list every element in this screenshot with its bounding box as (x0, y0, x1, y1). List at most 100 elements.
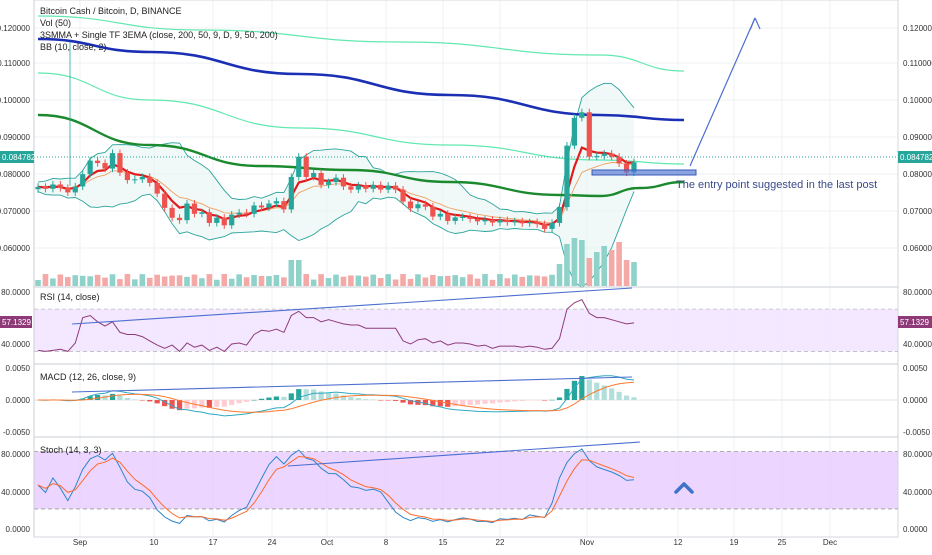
candle-body (385, 185, 391, 190)
volume-bar (370, 274, 377, 286)
time-label-nov: Nov (580, 538, 594, 547)
macd-histogram-bar (258, 398, 265, 400)
volume-bar (65, 277, 71, 286)
candle-body (221, 217, 227, 226)
volume-bar (355, 275, 362, 286)
macd-histogram-bar (355, 398, 361, 400)
macd-histogram-bar (571, 380, 577, 400)
macd-histogram-bar (169, 400, 175, 409)
volume-bar (623, 260, 630, 286)
volume-bar (251, 275, 257, 286)
macd-histogram-bar (504, 400, 510, 402)
target-arrow-head (749, 17, 761, 31)
macd-histogram-bar (527, 400, 533, 401)
stoch-left-tick-80: 80.0000 (1, 450, 30, 459)
stoch-right-tick-0: 0.0000 (903, 525, 928, 534)
macd-histogram-bar (586, 379, 592, 400)
macd-histogram-bar (631, 397, 637, 400)
symbol-title: Bitcoin Cash / Bitcoin, D, BINANCE (40, 6, 182, 16)
volume-bar (608, 250, 615, 286)
volume-bar (169, 275, 175, 286)
volume-bar (124, 274, 131, 286)
candle-body (594, 155, 600, 157)
volume-bar (87, 276, 93, 286)
chart-marks (35, 15, 685, 524)
macd-right-tick-neg: -0.0050 (903, 428, 931, 437)
rsi-ticks: 80.0000 40.0000 80.0000 40.0000 57.1329 … (0, 288, 932, 349)
rsi-left-badge (0, 316, 32, 328)
volume-bar (601, 246, 607, 286)
stoch-k-line (37, 448, 635, 524)
right-tick-0080: 0.080000 (903, 170, 932, 179)
macd-histogram-bar (311, 389, 317, 400)
macd-histogram-bar (87, 396, 93, 400)
stoch-left-tick-40: 40.0000 (1, 488, 30, 497)
volume-bar (400, 274, 406, 286)
candle-body (72, 186, 78, 193)
volume-bar (430, 274, 436, 286)
volume-bar (593, 252, 600, 286)
macd-histogram-bar (147, 400, 153, 402)
macd-histogram-bar (519, 400, 525, 401)
macd-left-tick-zero: 0.0000 (6, 396, 31, 405)
rsi-right-badge (898, 316, 932, 328)
macd-histogram-bar (214, 400, 220, 407)
left-tick-0120: 0.120000 (0, 24, 31, 33)
right-price-badge (898, 151, 932, 163)
volume-bar (42, 274, 49, 286)
volume-bar (452, 275, 458, 286)
macd-histogram-bar (109, 393, 116, 400)
candle-body (258, 205, 265, 208)
macd-histogram-bar (467, 400, 473, 405)
volume-bar (437, 276, 444, 286)
macd-histogram-bar (154, 400, 160, 404)
volume-bar (333, 274, 339, 286)
stoch-right-tick-80: 80.0000 (903, 450, 932, 459)
volume-bar (318, 274, 324, 286)
macd-histogram-bar (132, 399, 138, 400)
annotations-layer: The entry point suggested in the last po… (34, 17, 898, 494)
macd-histogram-bar (601, 385, 607, 400)
candle-body (452, 217, 458, 221)
macd-histogram-bar (407, 400, 414, 405)
candle-body (109, 153, 116, 169)
macd-right-tick-zero: 0.0000 (903, 396, 928, 405)
candle-body (147, 176, 153, 183)
volume-bar (146, 277, 153, 286)
volume-bar (363, 276, 369, 286)
candle-body (542, 224, 548, 229)
volume-bar (109, 274, 116, 286)
candle-body (556, 207, 563, 223)
macd-histogram-bar (318, 391, 324, 400)
left-tick-0090: 0.090000 (0, 133, 31, 142)
entry-point-annotation: The entry point suggested in the last po… (676, 179, 877, 191)
macd-histogram-bar (184, 400, 190, 409)
volume-bar (199, 278, 205, 286)
stoch-left-tick-0: 0.0000 (6, 525, 31, 534)
macd-histogram-bar (579, 376, 585, 400)
entry-point-box (591, 169, 697, 176)
candle-body (393, 185, 399, 190)
macd-ticks: 0.0050 0.0000 -0.0050 0.0050 0.0000 -0.0… (3, 364, 931, 437)
candle-body (527, 222, 533, 224)
macd-histogram-bar (199, 400, 205, 408)
macd-histogram-bar (221, 400, 227, 407)
macd-right-tick-pos: 0.0050 (903, 364, 928, 373)
rsi-line (37, 298, 635, 353)
candle-body (407, 201, 414, 209)
volume-bar (139, 274, 146, 286)
volume-bar (266, 276, 272, 286)
volume-bar (571, 238, 578, 286)
vol-legend: Vol (50) (40, 18, 71, 28)
left-tick-0080: 0.080000 (0, 170, 31, 179)
time-label-17: 17 (209, 538, 218, 547)
rsi-left-badge-text: 57.1329 (2, 318, 31, 327)
volume-bar (206, 274, 213, 286)
candle-body (616, 156, 622, 164)
volume-bar (631, 262, 637, 286)
candle-body (296, 156, 302, 177)
volume-bar (348, 275, 354, 286)
ema200-light-top (37, 15, 685, 72)
volume-bar (57, 274, 64, 286)
candle-body (273, 201, 279, 204)
